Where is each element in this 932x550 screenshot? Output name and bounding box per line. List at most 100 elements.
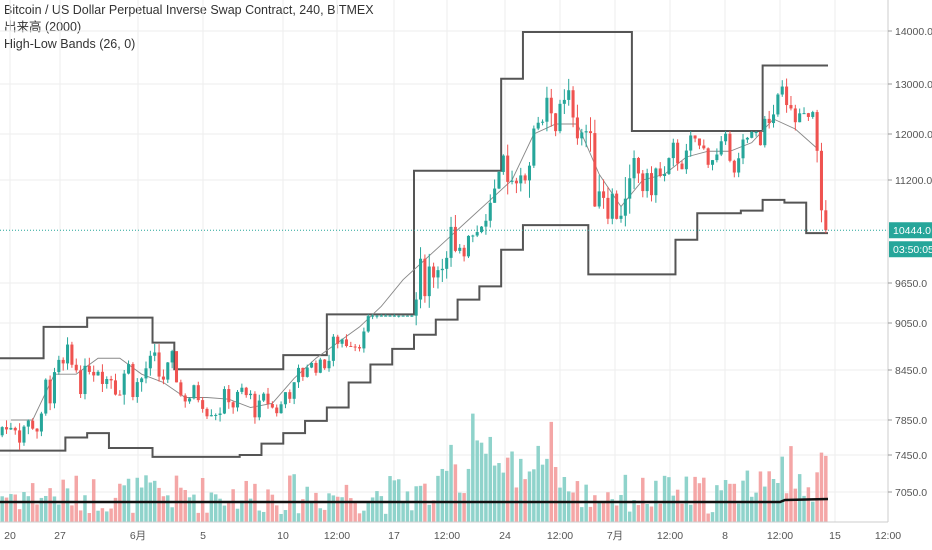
volume-bar (257, 510, 262, 522)
candle-body (366, 316, 370, 332)
volume-bar (4, 497, 9, 522)
volume-bar (606, 492, 610, 522)
candle-body (741, 139, 745, 159)
volume-bar (658, 503, 662, 522)
candle-body (384, 315, 388, 317)
volume-bar (327, 493, 331, 522)
volume-bar (449, 444, 453, 522)
volume-bar (240, 500, 244, 522)
volume-bar (505, 457, 510, 522)
volume-bar (427, 504, 431, 522)
volume-bar (227, 502, 231, 522)
x-tick-label: 20 (4, 530, 16, 542)
volume-bar (702, 477, 706, 522)
candle-body (584, 131, 588, 133)
volume-bar (353, 501, 357, 522)
volume-ma-line (0, 497, 829, 504)
volume-bar (440, 468, 445, 522)
candle-body (161, 376, 165, 380)
x-tick-label: 5 (200, 530, 206, 542)
candle-body (266, 393, 270, 404)
volume-bar (667, 477, 671, 522)
volume-bar (301, 499, 305, 522)
volume-bar (754, 492, 758, 522)
candle-body (305, 367, 309, 377)
candle-body (623, 198, 627, 216)
volume-bar (571, 492, 575, 522)
volume-bar (649, 506, 654, 522)
candle-body (296, 367, 301, 383)
volume-bar (710, 512, 715, 522)
candle-body (235, 391, 240, 408)
volume-bar (44, 495, 48, 522)
candle-body (506, 155, 510, 182)
candle-body (419, 258, 423, 300)
candle-body (244, 387, 248, 396)
volume-bar (222, 505, 227, 522)
candle-body (558, 103, 562, 132)
candle-body (192, 385, 196, 399)
candle-body (706, 148, 710, 165)
candle-body (31, 420, 35, 429)
grid (0, 0, 889, 522)
x-tick-label: 12:00 (324, 530, 350, 542)
volume-bar (26, 496, 31, 522)
volume-bar (802, 495, 806, 522)
candle-body (283, 392, 287, 405)
volume-bar (205, 512, 209, 522)
volume-bar (35, 504, 39, 522)
volume-bar (532, 469, 536, 522)
volume-bar (366, 501, 370, 522)
y-tick-label: 8450.0 (895, 365, 927, 377)
candle-body (745, 137, 749, 140)
candle-body (131, 364, 135, 398)
candle-body (793, 108, 797, 123)
candle-body (262, 393, 266, 401)
volume-bar (139, 487, 144, 522)
candle-body (100, 371, 104, 384)
candle-body (87, 365, 91, 372)
y-tick-label: 9650.0 (895, 278, 927, 290)
volume-bar (52, 496, 57, 522)
volume-bar (179, 487, 183, 522)
volume-bar (279, 513, 283, 522)
candle-body (275, 407, 279, 414)
candle-body (541, 121, 545, 123)
volume-bar (458, 492, 462, 522)
candle-body (702, 145, 706, 149)
volume-bar (527, 471, 532, 522)
candle-body (314, 362, 318, 373)
candle-body (166, 362, 170, 380)
candles (0, 78, 828, 451)
volume-bar (96, 510, 100, 522)
volume-bars (0, 413, 828, 522)
volume-bar (274, 505, 279, 522)
candle-body (9, 427, 13, 430)
volume-bar (314, 492, 318, 522)
candle-body (201, 400, 205, 409)
time-axis-bg (0, 522, 932, 550)
candle-body (397, 315, 401, 317)
candle-body (183, 395, 187, 402)
candle-body (39, 413, 43, 432)
volume-bar (797, 474, 802, 522)
volume-bar (161, 496, 166, 522)
candle-body (532, 128, 536, 166)
volume-bar (745, 470, 750, 522)
volume-bar (192, 494, 196, 522)
volume-bar (501, 472, 506, 522)
candle-body (414, 299, 418, 316)
volume-bar (693, 476, 697, 522)
volume-bar (436, 475, 440, 522)
volume-bar (593, 495, 597, 522)
volume-bar (100, 508, 105, 522)
y-tick-label: 7450.0 (895, 450, 927, 462)
candle-body (519, 175, 523, 184)
volume-bar (619, 494, 623, 522)
candle-body (619, 215, 623, 219)
candle-body (763, 118, 767, 146)
volume-bar (597, 501, 601, 522)
volume-bar (479, 442, 484, 522)
candle-body (488, 202, 492, 221)
